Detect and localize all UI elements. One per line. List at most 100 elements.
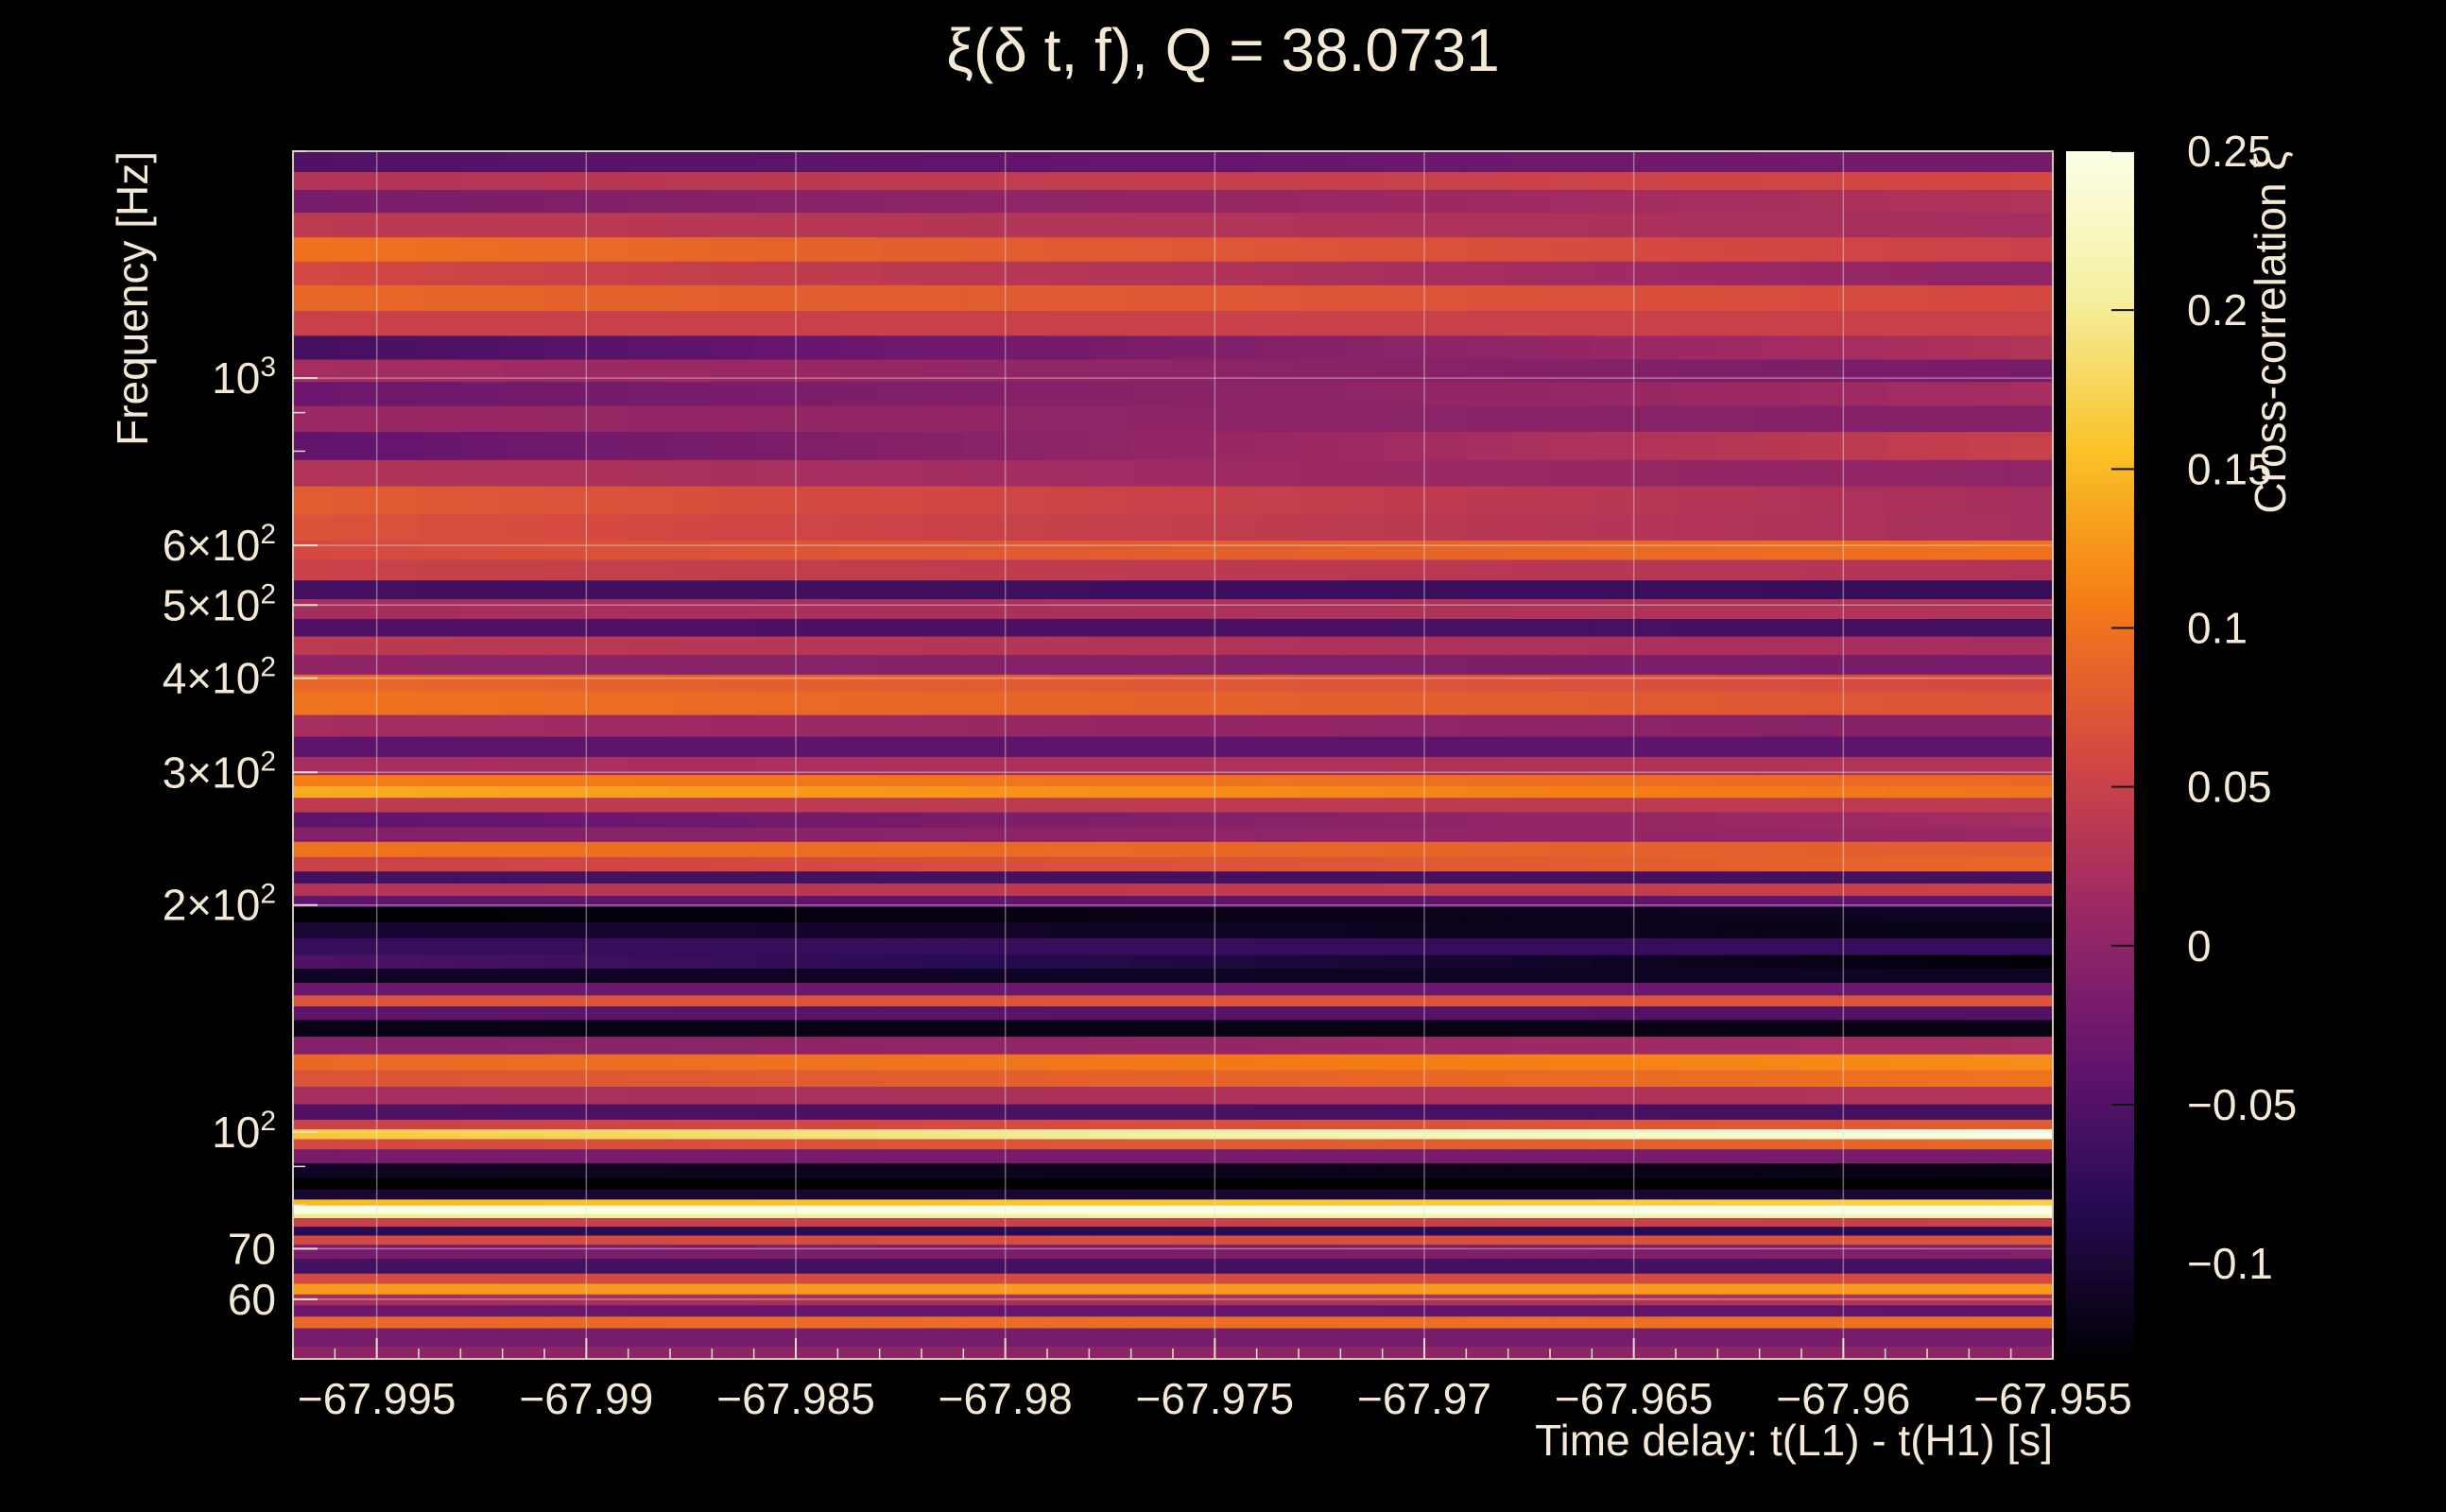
heatmap-cell xyxy=(2010,1226,2054,1236)
heatmap-cell xyxy=(2010,1148,2054,1164)
heatmap-cell xyxy=(1550,756,1593,776)
heatmap-cell xyxy=(1633,1054,1677,1071)
y-tick-label: 3×102 xyxy=(163,746,276,797)
heatmap-cell xyxy=(922,618,964,637)
heatmap-cell xyxy=(1843,982,1886,996)
heatmap-cell xyxy=(1005,635,1048,656)
heatmap-cell xyxy=(1969,1162,2012,1178)
heatmap-cell xyxy=(1130,811,1174,828)
heatmap-cell xyxy=(335,1258,378,1274)
heatmap-cell xyxy=(1633,756,1677,776)
heatmap-cell xyxy=(1424,1244,1467,1260)
heatmap-cell xyxy=(1885,1234,1928,1246)
heatmap-cell xyxy=(2010,841,2054,857)
heatmap-cell xyxy=(670,1189,713,1200)
heatmap-cell xyxy=(963,212,1007,238)
heatmap-cell xyxy=(1130,358,1174,383)
heatmap-cell xyxy=(1005,714,1048,737)
heatmap-cell xyxy=(922,1128,964,1140)
heatmap-cell xyxy=(1299,906,1341,923)
heatmap-cell xyxy=(753,994,797,1006)
heatmap-cell xyxy=(460,1294,504,1306)
heatmap-cell xyxy=(1507,982,1551,996)
heatmap-cell xyxy=(1173,785,1215,799)
heatmap-cell xyxy=(628,756,671,776)
heatmap-cell xyxy=(293,1304,336,1317)
heatmap-cell xyxy=(712,674,755,692)
heatmap-cell xyxy=(1089,1198,1132,1206)
heatmap-cell xyxy=(1299,171,1341,190)
heatmap-cell xyxy=(879,381,922,406)
heatmap-cell xyxy=(837,1226,881,1236)
heatmap-cell xyxy=(1214,579,1258,600)
heatmap-cell xyxy=(1969,284,2012,312)
heatmap-cell xyxy=(293,841,336,857)
heatmap-cell xyxy=(1885,485,1928,515)
colorbar-tick-label: −0.1 xyxy=(2187,1239,2273,1288)
heatmap-cell xyxy=(586,870,629,884)
heatmap-cell xyxy=(1507,558,1551,581)
heatmap-cell xyxy=(376,968,420,983)
heatmap-cell xyxy=(1843,1226,1886,1236)
heatmap-cell xyxy=(1256,1054,1300,1071)
heatmap-cell xyxy=(1005,358,1048,383)
heatmap-cell xyxy=(712,785,755,799)
heatmap-cell xyxy=(293,1019,336,1038)
heatmap-cell xyxy=(670,1212,713,1219)
heatmap-cell xyxy=(1633,856,1677,872)
heatmap-cell xyxy=(544,1226,587,1236)
heatmap-cell xyxy=(922,1019,964,1038)
heatmap-cell xyxy=(670,431,713,460)
heatmap-cell xyxy=(796,921,838,938)
heatmap-cell xyxy=(1130,1244,1174,1260)
heatmap-cell xyxy=(586,485,629,515)
heatmap-cell xyxy=(1424,714,1467,737)
heatmap-cell xyxy=(1214,1119,1258,1130)
heatmap-cell xyxy=(628,189,671,214)
heatmap-cell xyxy=(419,690,461,715)
heatmap-cell xyxy=(1969,785,2012,799)
heatmap-cell xyxy=(712,335,755,360)
heatmap-cell xyxy=(1340,212,1384,238)
heatmap-cell xyxy=(1885,906,1928,923)
heatmap-cell xyxy=(1801,335,1844,360)
heatmap-cell xyxy=(1340,1177,1384,1190)
heatmap-cell xyxy=(293,284,336,312)
heatmap-cell xyxy=(1173,381,1215,406)
heatmap-cell xyxy=(963,1019,1007,1038)
heatmap-cell xyxy=(1633,1036,1677,1055)
heatmap-cell xyxy=(1382,1282,1425,1295)
heatmap-cell xyxy=(502,236,545,262)
heatmap-cell xyxy=(1005,954,1048,969)
heatmap-cell xyxy=(293,1104,336,1120)
heatmap-cell xyxy=(1592,982,1635,996)
heatmap-cell xyxy=(1299,1226,1341,1236)
heatmap-cell xyxy=(1340,151,1384,173)
heatmap-cell xyxy=(1801,674,1844,692)
heatmap-cell xyxy=(1885,618,1928,637)
heatmap-cell xyxy=(1507,1162,1551,1178)
heatmap-cell xyxy=(1466,811,1509,828)
heatmap-cell xyxy=(837,1294,881,1306)
heatmap-cell xyxy=(1927,1244,1970,1260)
heatmap-cell xyxy=(670,756,713,776)
heatmap-cell xyxy=(1801,485,1844,515)
heatmap-cell xyxy=(753,335,797,360)
heatmap-cell xyxy=(1382,1177,1425,1190)
heatmap-cell xyxy=(712,459,755,487)
heatmap-cell xyxy=(670,212,713,238)
heatmap-cell xyxy=(879,797,922,813)
heatmap-cell xyxy=(1676,405,1718,433)
heatmap-cell xyxy=(1633,1304,1677,1317)
heatmap-cell xyxy=(1633,1226,1677,1236)
heatmap-cell xyxy=(837,870,881,884)
heatmap-cell xyxy=(1340,381,1384,406)
heatmap-cell xyxy=(1214,690,1258,715)
heatmap-cell xyxy=(628,236,671,262)
heatmap-cell xyxy=(1550,1234,1593,1246)
heatmap-cell xyxy=(1340,756,1384,776)
heatmap-cell xyxy=(1340,982,1384,996)
heatmap-cell xyxy=(419,1104,461,1120)
heatmap-cell xyxy=(670,841,713,857)
heatmap-cell xyxy=(1047,756,1090,776)
